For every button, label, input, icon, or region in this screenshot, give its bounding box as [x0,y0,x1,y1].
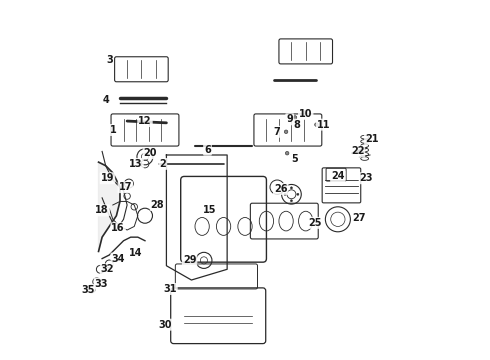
Text: 16: 16 [111,223,125,233]
Ellipse shape [284,193,286,195]
Text: 6: 6 [204,145,211,155]
Text: 34: 34 [111,253,125,264]
Text: 27: 27 [353,212,366,222]
Text: 12: 12 [138,116,152,126]
Text: 5: 5 [292,154,298,163]
Text: 17: 17 [119,182,132,192]
Text: 2: 2 [159,159,166,169]
Text: 3: 3 [106,55,113,65]
Ellipse shape [284,130,288,134]
Text: 30: 30 [158,320,172,330]
Ellipse shape [291,187,293,189]
Text: 31: 31 [163,284,177,294]
Text: 9: 9 [286,114,293,124]
Text: 1: 1 [109,125,116,135]
Text: 15: 15 [202,205,216,215]
Polygon shape [98,162,120,251]
Text: 35: 35 [81,285,95,295]
Text: 8: 8 [294,120,300,130]
Text: 29: 29 [183,255,196,265]
Ellipse shape [315,123,318,126]
Text: 25: 25 [308,218,321,228]
Text: 22: 22 [351,147,364,157]
Text: 32: 32 [101,264,114,274]
Text: 18: 18 [95,205,109,215]
Ellipse shape [304,111,308,114]
Text: 24: 24 [331,171,344,181]
Ellipse shape [297,193,299,195]
Text: 4: 4 [102,95,109,105]
Text: 10: 10 [299,109,313,119]
Text: 19: 19 [101,173,114,183]
Text: 14: 14 [129,248,143,258]
Ellipse shape [291,200,293,202]
Ellipse shape [285,152,289,155]
Ellipse shape [293,116,297,119]
Text: 26: 26 [274,184,288,194]
Ellipse shape [295,123,298,126]
Text: 11: 11 [317,120,330,130]
Text: 7: 7 [274,127,280,137]
Text: 20: 20 [144,148,157,158]
Text: 28: 28 [150,200,164,210]
Text: 13: 13 [129,159,143,169]
Text: 21: 21 [365,134,379,144]
Text: 33: 33 [95,279,108,289]
Text: 23: 23 [360,173,373,183]
